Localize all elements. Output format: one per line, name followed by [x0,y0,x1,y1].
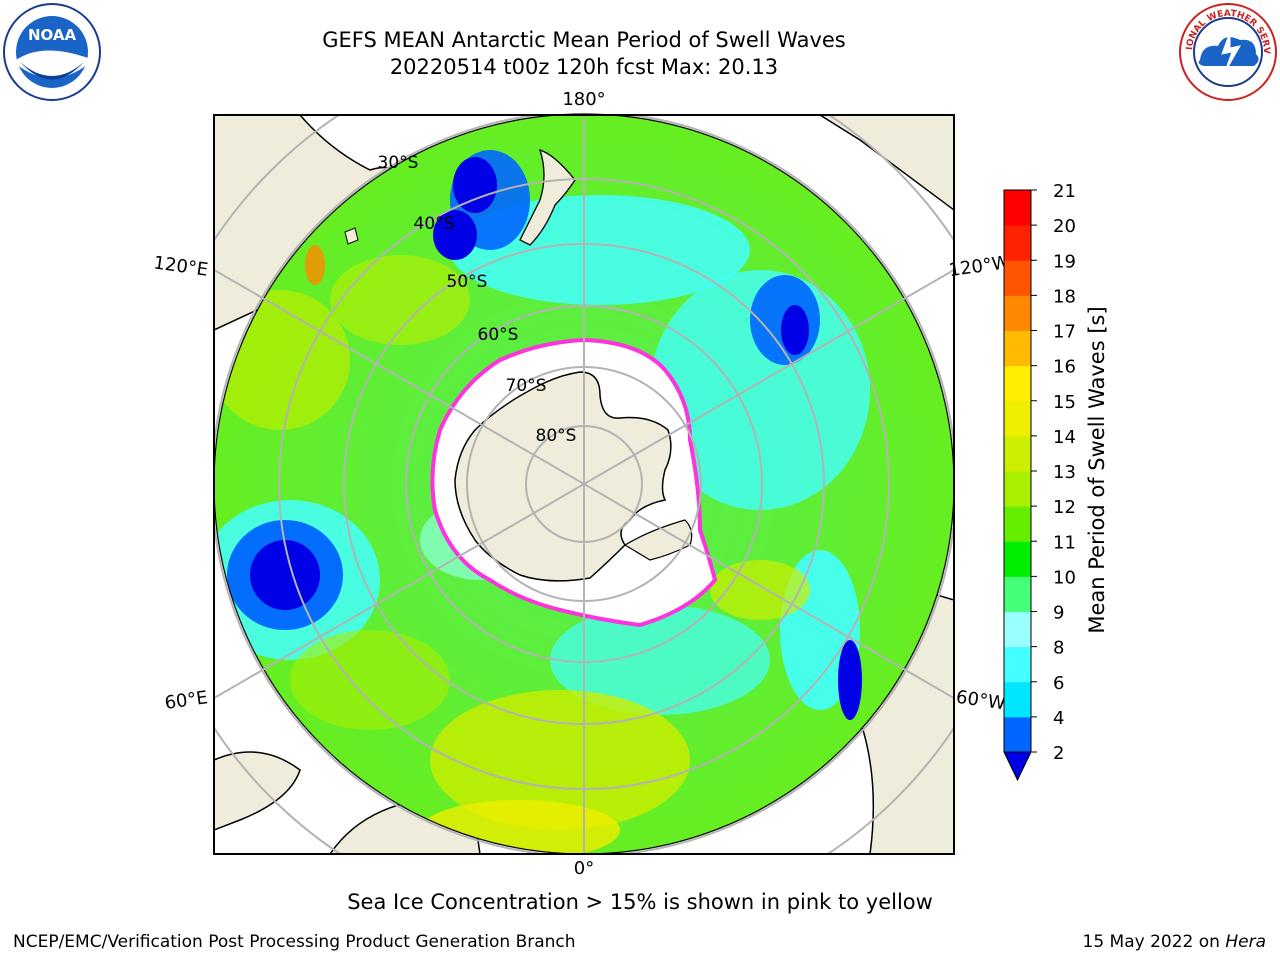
colorbar-tick-label: 8 [1053,638,1064,659]
colorbar-segment [1004,716,1031,753]
swell-patches [214,150,870,854]
colorbar-segment [1004,611,1031,648]
graticule [214,115,954,854]
sea-ice-note: Sea Ice Concentration > 15% is shown in … [347,890,933,914]
colorbar-segment [1004,506,1031,542]
credit-date-text: 15 May 2022 on [1082,932,1220,952]
latitude-labels: 30°S 40°S 50°S 60°S 70°S 80°S [378,153,577,446]
colorbar-segment [1004,190,1031,226]
colorbar-segment [1004,225,1031,261]
tasmania [344,227,359,245]
lat-label-40s: 40°S [414,214,455,234]
chart-subtitle: 20220514 t00z 120h fcst Max: 20.13 [389,55,779,79]
credit-host: Hera [1225,932,1266,952]
colorbar-tick-label: 2 [1053,743,1064,764]
noaa-logo: NOAA [3,3,101,101]
credit-branch: NCEP/EMC/Verification Post Processing Pr… [13,932,576,952]
lat-label-30s: 30°S [378,153,419,173]
colorbar-segment [1004,646,1031,683]
colorbar-tick-label: 16 [1053,357,1076,378]
colorbar-segment [1004,365,1031,402]
colorbar-tick-label: 15 [1053,392,1076,413]
svg-text:NOAA: NOAA [28,26,77,44]
colorbar-tick-label: 18 [1053,286,1076,307]
colorbar-tick-label: 6 [1053,673,1064,694]
colorbar-segment [1004,295,1031,331]
lon-label-180: 180° [562,89,605,110]
lat-label-70s: 70°S [506,376,547,396]
colorbar-tick-label: 9 [1053,603,1064,624]
nws-logo: NATIONAL WEATHER SERVICE [1178,2,1277,101]
colorbar: 2 4 6 8 9 10 11 12 13 14 15 16 17 18 19 20 21 [1003,181,1076,782]
colorbar-tick-label: 19 [1053,251,1076,272]
colorbar-tick-label: 10 [1053,567,1076,588]
colorbar-segment [1004,541,1031,577]
colorbar-tick-label: 21 [1053,181,1076,202]
colorbar-tick-label: 12 [1053,497,1076,518]
lat-label-50s: 50°S [447,272,488,292]
new-zealand [519,148,576,246]
lon-label-0: 0° [574,858,594,879]
colorbar-segment [1004,681,1031,718]
colorbar-segment [1004,471,1031,507]
colorbar-tick-label: 17 [1053,322,1076,343]
antarctica-land [454,371,672,582]
colorbar-tick-label: 13 [1053,462,1076,483]
lon-label-120w: 120°W [947,252,1011,281]
colorbar-tick-label: 14 [1053,427,1076,448]
colorbar-tick-label: 4 [1053,708,1064,729]
colorbar-segment [1004,400,1031,437]
lon-label-60w: 60°W [955,687,1007,715]
colorbar-segment [1004,260,1031,296]
colorbar-label: Mean Period of Swell Waves [s] [1085,306,1109,634]
lat-label-60s: 60°S [478,325,519,345]
lon-label-60e: 60°E [163,687,209,714]
colorbar-tick-label: 20 [1053,216,1076,237]
lon-label-120e: 120°E [152,252,209,280]
lat-label-80s: 80°S [536,426,577,446]
colorbar-segment [1004,330,1031,367]
chart-title: GEFS MEAN Antarctic Mean Period of Swell… [322,28,846,52]
colorbar-segment [1004,435,1031,472]
credit-date: 15 May 2022 on Hera [1083,932,1267,952]
colorbar-tick-label: 11 [1053,532,1076,553]
colorbar-extend-arrow [1003,751,1032,782]
map-frame [213,114,955,855]
colorbar-segment [1004,576,1031,612]
